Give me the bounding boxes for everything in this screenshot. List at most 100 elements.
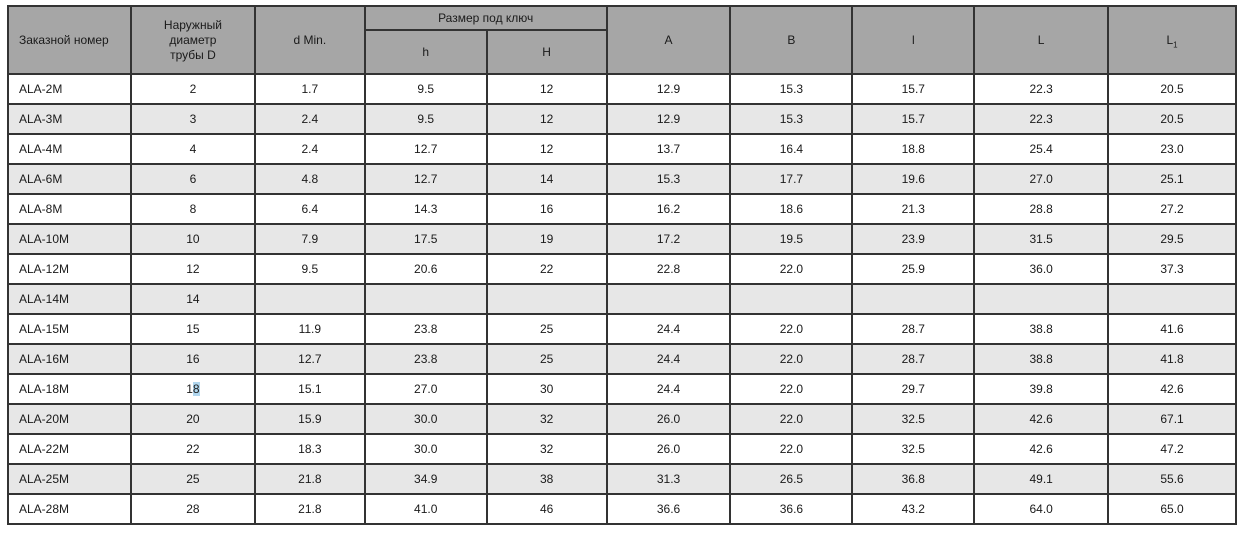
- value-cell: [729, 283, 854, 315]
- value-cell: 12.7: [363, 163, 488, 195]
- value-cell: 23.0: [1107, 133, 1237, 165]
- value-cell: 25.9: [851, 253, 976, 285]
- value-cell: 1.7: [253, 73, 366, 105]
- value-cell: 20.5: [1107, 73, 1237, 105]
- value-cell: 9.5: [253, 253, 366, 285]
- value-cell: 21.3: [851, 193, 976, 225]
- value-cell: 19.6: [851, 163, 976, 195]
- order-number-cell: ALA-22M: [7, 433, 132, 465]
- value-cell: 12.7: [363, 133, 488, 165]
- order-number-cell: ALA-6M: [7, 163, 132, 195]
- value-cell: 25: [485, 343, 608, 375]
- col-header-l-small: l: [851, 5, 976, 75]
- value-cell: 31.5: [973, 223, 1110, 255]
- value-cell: 12.9: [605, 103, 732, 135]
- value-cell: 12: [485, 73, 608, 105]
- value-cell: 8: [129, 193, 256, 225]
- value-cell: 2: [129, 73, 256, 105]
- order-number-cell: ALA-4M: [7, 133, 132, 165]
- order-number-cell: ALA-16M: [7, 343, 132, 375]
- order-number-cell: ALA-25M: [7, 463, 132, 495]
- table-row: ALA-12M 12 9.5 20.6 22 22.8 22.0 25.9 36.0 37.3: [7, 253, 1237, 285]
- value-cell: 22.3: [973, 103, 1110, 135]
- value-cell: 14: [129, 283, 256, 315]
- value-cell: 46: [485, 493, 608, 525]
- value-cell: 36.0: [973, 253, 1110, 285]
- value-cell: 32: [485, 433, 608, 465]
- value-cell: 41.0: [363, 493, 488, 525]
- table-row: ALA-8M 8 6.4 14.3 16 16.2 18.6 21.3 28.8 27.2: [7, 193, 1237, 225]
- value-cell: 2.4: [253, 103, 366, 135]
- value-cell: 16: [485, 193, 608, 225]
- order-number-cell: ALA-3M: [7, 103, 132, 135]
- value-cell: 22.0: [729, 343, 854, 375]
- value-cell: 9.5: [363, 103, 488, 135]
- value-cell: 6: [129, 163, 256, 195]
- value-cell: 14: [485, 163, 608, 195]
- value-cell: 38: [485, 463, 608, 495]
- value-cell: 26.5: [729, 463, 854, 495]
- value-cell: 26.0: [605, 433, 732, 465]
- table-row: ALA-22M 22 18.3 30.0 32 26.0 22.0 32.5 42.6 47.2: [7, 433, 1237, 465]
- value-cell: 32.5: [851, 403, 976, 435]
- value-cell: 17.5: [363, 223, 488, 255]
- value-cell: 19.5: [729, 223, 854, 255]
- table-header: Заказной номер Наружный диаметр трубы D …: [7, 5, 1237, 75]
- value-cell: 49.1: [973, 463, 1110, 495]
- order-number-cell: ALA-18M: [7, 373, 132, 405]
- value-cell: 13.7: [605, 133, 732, 165]
- fitting-spec-table: Заказной номер Наружный диаметр трубы D …: [7, 5, 1237, 525]
- value-cell: 22.0: [729, 433, 854, 465]
- l1-base: L: [1166, 33, 1174, 47]
- value-cell: 6.4: [253, 193, 366, 225]
- value-cell: 22.8: [605, 253, 732, 285]
- value-cell: 15.9: [253, 403, 366, 435]
- value-cell: 15: [129, 313, 256, 345]
- header-line: диаметр: [169, 32, 217, 47]
- col-header-a: A: [605, 5, 732, 75]
- value-cell: 23.8: [363, 343, 488, 375]
- value-cell: 27.2: [1107, 193, 1237, 225]
- value-cell: 28.7: [851, 343, 976, 375]
- value-cell: 30: [485, 373, 608, 405]
- col-header-h-small: h: [363, 29, 488, 75]
- value-cell: 67.1: [1107, 403, 1237, 435]
- value-cell: 12: [485, 103, 608, 135]
- table-row: ALA-20M 20 15.9 30.0 32 26.0 22.0 32.5 42.6 67.1: [7, 403, 1237, 435]
- value-cell: 22: [129, 433, 256, 465]
- value-cell: 17.2: [605, 223, 732, 255]
- value-cell: [973, 283, 1110, 315]
- col-header-h-big: H: [485, 29, 608, 75]
- value-cell: 20.5: [1107, 103, 1237, 135]
- value-cell: 36.6: [605, 493, 732, 525]
- col-header-l1: L1: [1107, 5, 1237, 75]
- header-row-sub: h H: [8, 29, 1236, 75]
- value-cell: 18.3: [253, 433, 366, 465]
- value-cell: [485, 283, 608, 315]
- value-cell: 36.8: [851, 463, 976, 495]
- order-number-cell: ALA-8M: [7, 193, 132, 225]
- value-cell: 2.4: [253, 133, 366, 165]
- value-cell: 31.3: [605, 463, 732, 495]
- value-cell: 15.7: [851, 73, 976, 105]
- value-cell: 7.9: [253, 223, 366, 255]
- order-number-cell: ALA-14M: [7, 283, 132, 315]
- l1-subscript: 1: [1173, 40, 1178, 50]
- value-cell: 37.3: [1107, 253, 1237, 285]
- order-number-cell: ALA-15M: [7, 313, 132, 345]
- value-cell: 15.3: [605, 163, 732, 195]
- header-line: Наружный: [163, 17, 222, 32]
- value-cell: 26.0: [605, 403, 732, 435]
- value-cell: 22: [485, 253, 608, 285]
- value-cell: 25: [485, 313, 608, 345]
- value-cell: 23.9: [851, 223, 976, 255]
- value-cell: 42.6: [973, 433, 1110, 465]
- col-header-l-big: L: [973, 5, 1110, 75]
- value-cell: 64.0: [973, 493, 1110, 525]
- table-row: ALA-3M 3 2.4 9.5 12 12.9 15.3 15.7 22.3 20.5: [7, 103, 1237, 135]
- table-row: ALA-16M 16 12.7 23.8 25 24.4 22.0 28.7 38.8 41.8: [7, 343, 1237, 375]
- col-header-order-number: Заказной номер: [7, 5, 132, 75]
- value-cell: 55.6: [1107, 463, 1237, 495]
- value-cell: 17.7: [729, 163, 854, 195]
- order-number-cell: ALA-10M: [7, 223, 132, 255]
